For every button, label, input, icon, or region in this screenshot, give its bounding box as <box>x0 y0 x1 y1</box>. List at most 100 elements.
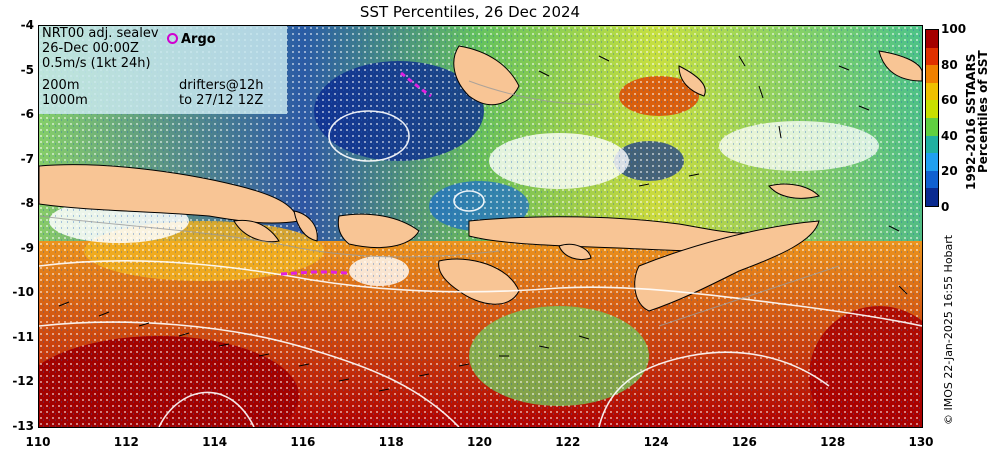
y-tick-label: -5 <box>20 62 34 77</box>
y-tick-label: -12 <box>12 374 34 389</box>
current-arrow <box>138 322 150 327</box>
sealevel-contours <box>39 110 922 427</box>
colorbar-segment <box>926 135 938 154</box>
drifter-track-south <box>280 270 348 276</box>
current-arrow <box>98 311 110 317</box>
colorbar-segment <box>926 100 938 118</box>
current-arrow <box>898 285 908 295</box>
colorbar-tick-label: 0 <box>941 200 950 214</box>
colorbar-segment <box>926 65 938 83</box>
isobath-1000m <box>468 80 600 105</box>
y-tick-label: -9 <box>20 240 34 255</box>
colorbar <box>925 29 939 207</box>
argo-marker-icon <box>167 33 178 44</box>
colorbar-label-line2: Percentiles of SST <box>976 50 990 173</box>
colorbar-tick-label: 100 <box>941 22 967 36</box>
current-arrow <box>638 183 650 187</box>
land-sumba <box>438 258 520 305</box>
y-tick-label: -6 <box>20 107 34 122</box>
current-arrow <box>858 105 870 111</box>
x-tick-label: 118 <box>378 435 404 449</box>
x-tick-label: 110 <box>25 435 51 449</box>
colorbar-segment <box>926 47 938 66</box>
legend-argo: Argo <box>167 32 216 47</box>
current-arrow <box>888 225 900 232</box>
contour-line <box>158 391 255 427</box>
current-arrow <box>578 335 590 340</box>
land-sulawesi <box>878 50 922 82</box>
land-flores-islet <box>678 65 706 97</box>
y-tick-label: -4 <box>20 18 34 32</box>
current-arrow <box>178 332 190 337</box>
x-tick-label: 128 <box>820 435 846 449</box>
current-arrow <box>598 55 610 62</box>
y-tick-label: -13 <box>12 419 34 433</box>
current-arrow <box>538 70 550 77</box>
contour-line <box>598 351 830 427</box>
land-wetar <box>768 183 820 199</box>
contour-eddy <box>328 110 410 162</box>
colorbar-tick-label: 80 <box>941 57 958 72</box>
current-arrow <box>338 378 350 382</box>
x-tick-label: 122 <box>555 435 581 449</box>
colorbar-segment <box>926 153 938 171</box>
isobath-200m <box>39 215 500 258</box>
legend-velocity-scale: 0.5m/s (1kt 24h) <box>42 56 151 71</box>
colorbar-tick-label: 40 <box>941 128 958 143</box>
current-arrow <box>218 343 230 347</box>
map-title: SST Percentiles, 26 Dec 2024 <box>359 3 581 21</box>
isobath-1000m <box>658 265 840 327</box>
colorbar-segment <box>926 82 938 101</box>
land-borneo-south <box>453 45 520 106</box>
land-lombok <box>293 210 318 242</box>
current-arrow <box>688 173 700 177</box>
current-arrow <box>298 363 310 367</box>
legend-date-label: 26-Dec 00:00Z <box>42 41 139 56</box>
x-tick-label: 126 <box>731 435 757 449</box>
current-arrow <box>838 65 850 71</box>
x-tick-label: 114 <box>202 435 228 449</box>
x-tick-label: 130 <box>908 435 934 449</box>
x-tick-label: 112 <box>113 435 139 449</box>
contour-eddy <box>453 190 485 212</box>
land <box>39 45 922 312</box>
contour-line <box>39 321 460 427</box>
current-arrow <box>738 55 746 67</box>
y-tick-label: -8 <box>20 196 34 211</box>
drifter-tracks <box>280 71 432 276</box>
x-tick-label: 116 <box>290 435 316 449</box>
land-sumbawa <box>337 213 420 249</box>
colorbar-segment <box>926 188 938 206</box>
land-small-islet <box>558 243 592 260</box>
land-timor <box>634 220 820 312</box>
current-arrow <box>538 345 550 349</box>
colorbar-segment <box>926 117 938 136</box>
current-vectors <box>58 55 908 392</box>
x-tick-label: 124 <box>643 435 669 449</box>
imos-credit: © IMOS 22-Jan-2025 16:55 Hobart <box>942 234 955 425</box>
legend-drifters-line2: to 27/12 12Z <box>179 93 264 108</box>
colorbar-segment <box>926 30 938 48</box>
legend-sealevel-label: NRT00 adj. sealev <box>42 26 159 41</box>
current-arrow <box>778 125 782 139</box>
colorbar-tick-label: 20 <box>941 164 958 179</box>
land-bali <box>233 219 280 243</box>
current-arrow <box>418 373 430 377</box>
current-arrow <box>758 85 764 99</box>
x-tick-label: 120 <box>466 435 493 449</box>
current-arrow <box>58 301 70 307</box>
current-arrow <box>458 363 470 367</box>
bathymetry-contours <box>39 80 840 327</box>
current-arrow <box>258 353 270 357</box>
colorbar-tick-label: 60 <box>941 93 958 108</box>
map-legend: NRT00 adj. sealev 26-Dec 00:00Z 0.5m/s (… <box>39 26 287 114</box>
legend-isobath-1000: 1000m <box>42 93 88 108</box>
colorbar-segment <box>926 170 938 189</box>
contour-line <box>39 260 922 327</box>
current-arrow <box>378 388 390 392</box>
y-tick-label: -10 <box>12 285 34 300</box>
legend-isobath-200: 200m <box>42 78 80 93</box>
y-tick-label: -11 <box>12 329 34 344</box>
legend-drifters-line1: drifters@12h <box>179 78 264 93</box>
drifter-track-north <box>400 71 432 98</box>
